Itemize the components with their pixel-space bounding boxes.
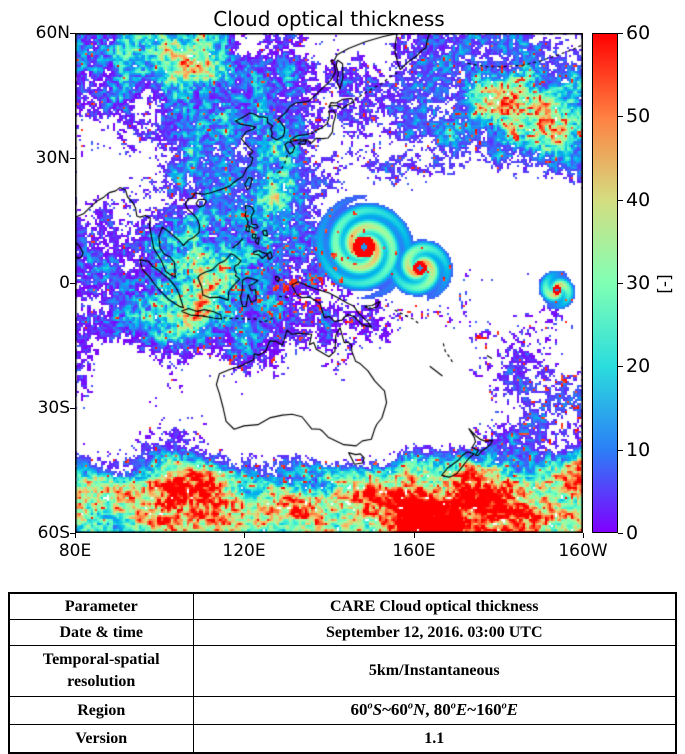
- tick-mark: [70, 407, 75, 409]
- colorbar-tick-60: 60: [626, 22, 651, 44]
- colorbar-tick-30: 30: [626, 272, 651, 294]
- tick-mark: [618, 115, 623, 117]
- tick-mark: [243, 533, 245, 538]
- y-tick-label-60N: 60N: [35, 23, 70, 43]
- tick-mark: [618, 199, 623, 201]
- colorbar-tick-10: 10: [626, 439, 651, 461]
- row-value-resolution: 5km/Instantaneous: [192, 645, 677, 697]
- x-tick-label-120E: 120E: [222, 541, 266, 561]
- x-tick-label-160W: 160W: [558, 541, 608, 561]
- colorbar: [592, 33, 618, 533]
- map-canvas: [75, 33, 583, 533]
- tick-mark: [582, 533, 584, 538]
- row-label-datetime: Date & time: [8, 619, 194, 646]
- row-value-datetime: September 12, 2016. 03:00 UTC: [192, 619, 677, 646]
- figure-area: Cloud optical thickness 60N 30N 0 30S 60…: [35, 7, 675, 561]
- colorbar-tick-0: 0: [626, 522, 639, 544]
- tick-mark: [70, 282, 75, 284]
- table-row: Parameter CARE Cloud optical thickness: [8, 592, 677, 620]
- colorbar-unit-label: [-]: [655, 274, 675, 294]
- region-value-text: 60oS~60oN, 80oE~160oE: [350, 700, 519, 720]
- row-label-resolution: Temporal-spatial resolution: [8, 645, 194, 697]
- y-tick-label-0: 0: [59, 273, 70, 293]
- tick-mark: [618, 532, 623, 534]
- row-value-parameter: CARE Cloud optical thickness: [192, 592, 677, 620]
- table-row: Version 1.1: [8, 724, 677, 754]
- tick-mark: [413, 533, 415, 538]
- tick-mark: [74, 533, 76, 538]
- row-label-region: Region: [8, 696, 194, 725]
- row-label-parameter: Parameter: [8, 592, 194, 620]
- table-row: Date & time September 12, 2016. 03:00 UT…: [8, 619, 677, 646]
- tick-mark: [618, 365, 623, 367]
- tick-mark: [70, 32, 75, 34]
- y-tick-label-30N: 30N: [35, 148, 70, 168]
- tick-mark: [70, 532, 75, 534]
- row-label-version: Version: [8, 724, 194, 754]
- x-tick-label-160E: 160E: [392, 541, 436, 561]
- y-tick-label-60S: 60S: [37, 523, 70, 543]
- colorbar-tick-20: 20: [626, 355, 651, 377]
- table-row: Temporal-spatial resolution 5km/Instanta…: [8, 645, 677, 697]
- colorbar-tick-50: 50: [626, 105, 651, 127]
- colorbar-tick-40: 40: [626, 189, 651, 211]
- y-tick-label-30S: 30S: [37, 398, 70, 418]
- row-value-region: 60oS~60oN, 80oE~160oE: [192, 696, 677, 725]
- row-value-version: 1.1: [192, 724, 677, 754]
- figure-title: Cloud optical thickness: [213, 7, 445, 31]
- table-row: Region 60oS~60oN, 80oE~160oE: [8, 696, 677, 725]
- tick-mark: [618, 282, 623, 284]
- tick-mark: [618, 449, 623, 451]
- tick-mark: [618, 32, 623, 34]
- x-tick-label-80E: 80E: [58, 541, 92, 561]
- tick-mark: [70, 157, 75, 159]
- metadata-table: Parameter CARE Cloud optical thickness D…: [8, 592, 677, 754]
